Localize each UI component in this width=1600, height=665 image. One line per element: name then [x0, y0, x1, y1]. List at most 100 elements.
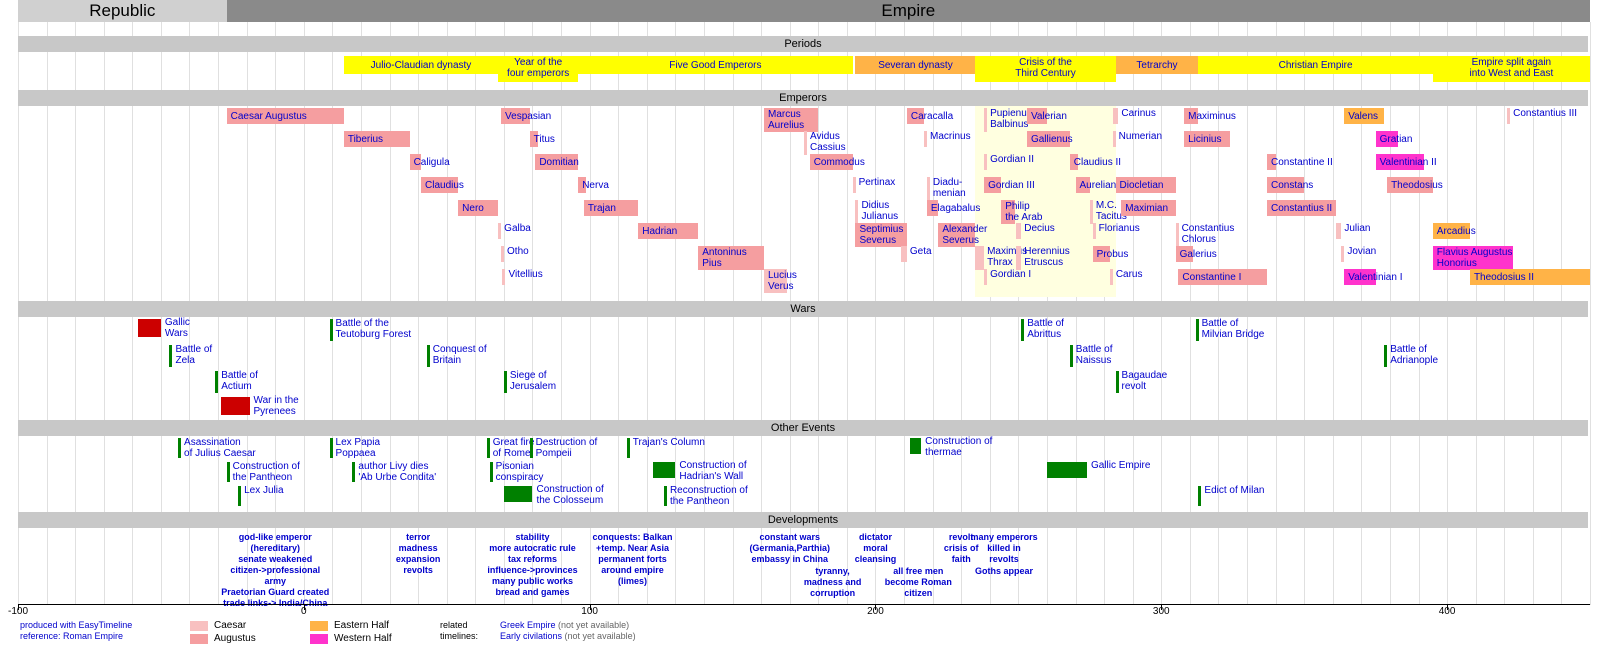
emperor-bar[interactable] — [855, 200, 858, 224]
emperor-bar[interactable]: Elagabalus — [927, 200, 938, 216]
emperor-bar[interactable] — [1507, 108, 1510, 124]
emperor-bar[interactable]: Maximinus — [1184, 108, 1198, 124]
event-label[interactable]: Destruction ofPompeii — [536, 437, 598, 459]
emperor-label[interactable]: Numerian — [1119, 131, 1162, 142]
emperor-bar[interactable]: Valerian — [1027, 108, 1047, 124]
emperor-bar[interactable] — [1093, 223, 1096, 239]
emperor-bar[interactable] — [1110, 269, 1113, 285]
emperor-bar[interactable] — [1016, 223, 1022, 239]
emperor-bar[interactable]: Flavius AugustusHonorius — [1433, 246, 1513, 270]
emperor-label[interactable]: Vitellius — [508, 269, 542, 280]
emperor-bar[interactable]: AlexanderSeverus — [938, 223, 975, 247]
event-label[interactable]: author Livy dies'Ab Urbe Condita' — [358, 461, 436, 483]
emperor-bar[interactable]: Arcadius — [1433, 223, 1470, 239]
event-box[interactable] — [1047, 462, 1087, 478]
war-box[interactable] — [138, 319, 161, 337]
emperor-label[interactable]: Galba — [504, 223, 531, 234]
emperor-bar[interactable] — [927, 177, 930, 201]
emperor-bar[interactable]: Nero — [458, 200, 498, 216]
emperor-bar[interactable]: Constantine I — [1178, 269, 1267, 285]
event-label[interactable]: Construction ofthermae — [925, 436, 992, 458]
related-link[interactable]: Greek Empire (not yet available) — [500, 620, 636, 631]
event-label[interactable]: Lex Julia — [244, 485, 283, 496]
emperor-bar[interactable]: Aurelian — [1076, 177, 1090, 193]
emperor-bar[interactable] — [1336, 223, 1342, 239]
emperor-bar[interactable] — [498, 223, 501, 239]
emperor-bar[interactable] — [502, 269, 505, 285]
period-bar[interactable]: Julio-Claudian dynasty — [344, 56, 498, 74]
war-label[interactable]: War in thePyrenees — [254, 395, 299, 417]
emperor-bar[interactable] — [1113, 108, 1119, 124]
emperor-bar[interactable] — [1090, 200, 1093, 224]
emperor-bar[interactable]: Claudius II — [1070, 154, 1078, 170]
emperor-bar[interactable]: Theodosius II — [1470, 269, 1590, 285]
emperor-bar[interactable] — [804, 131, 807, 155]
emperor-bar[interactable]: Commodus — [810, 154, 853, 170]
emperor-bar[interactable] — [1176, 223, 1179, 247]
emperor-bar[interactable]: Philipthe Arab — [1001, 200, 1015, 224]
emperor-bar[interactable]: Constans — [1267, 177, 1304, 193]
emperor-bar[interactable]: Galerius — [1176, 246, 1193, 262]
emperor-label[interactable]: DidiusJulianus — [861, 200, 898, 222]
emperor-label[interactable]: PupienusBalbinus — [990, 108, 1032, 130]
event-box[interactable] — [910, 438, 921, 454]
emperor-bar[interactable]: Valentinian I — [1344, 269, 1375, 285]
emperor-bar[interactable]: Gallienus — [1027, 131, 1070, 147]
event-label[interactable]: Gallic Empire — [1091, 460, 1150, 471]
emperor-bar[interactable]: Tiberius — [344, 131, 410, 147]
emperor-bar[interactable] — [853, 177, 856, 193]
emperor-bar[interactable] — [984, 269, 987, 285]
emperor-label[interactable]: Macrinus — [930, 131, 971, 142]
emperor-bar[interactable]: Valentinian II — [1376, 154, 1425, 170]
emperor-label[interactable]: Constantius III — [1513, 108, 1577, 119]
emperor-label[interactable]: Diadu-menian — [933, 177, 966, 199]
war-label[interactable]: Bagaudaerevolt — [1122, 370, 1168, 392]
emperor-label[interactable]: Carus — [1116, 269, 1143, 280]
event-label[interactable]: Great fireof Rome — [493, 437, 535, 459]
emperor-bar[interactable]: Licinius — [1184, 131, 1230, 147]
emperor-bar[interactable]: Gratian — [1376, 131, 1399, 147]
related-link[interactable]: Early civilations (not yet available) — [500, 631, 636, 642]
war-box[interactable] — [221, 397, 250, 415]
period-bar[interactable]: Tetrarchy — [1116, 56, 1199, 74]
emperor-bar[interactable]: Caracalla — [907, 108, 924, 124]
emperor-bar[interactable]: Probus — [1093, 246, 1110, 262]
event-label[interactable]: Pisonianconspiracy — [496, 461, 544, 483]
event-label[interactable]: Trajan's Column — [633, 437, 705, 448]
event-label[interactable]: Construction ofthe Pantheon — [233, 461, 300, 483]
emperor-label[interactable]: Carinus — [1121, 108, 1155, 119]
emperor-bar[interactable]: Domitian — [535, 154, 578, 170]
event-label[interactable]: Reconstruction ofthe Pantheon — [670, 485, 748, 507]
emperor-label[interactable]: Julian — [1344, 223, 1370, 234]
emperor-bar[interactable]: Claudius — [421, 177, 458, 193]
emperor-label[interactable]: HerenniusEtruscus — [1024, 246, 1070, 268]
emperor-bar[interactable]: Vespasian — [501, 108, 530, 124]
war-label[interactable]: Conquest ofBritain — [433, 344, 487, 366]
emperor-bar[interactable]: Nerva — [578, 177, 586, 193]
emperor-bar[interactable]: AntoninusPius — [698, 246, 764, 270]
emperor-bar[interactable] — [984, 154, 987, 170]
emperor-bar[interactable]: Valens — [1344, 108, 1384, 124]
event-label[interactable]: Lex PapiaPoppaea — [336, 437, 380, 459]
emperor-bar[interactable]: Hadrian — [638, 223, 698, 239]
war-label[interactable]: Battle ofMilvian Bridge — [1202, 318, 1265, 340]
emperor-bar[interactable] — [901, 246, 907, 262]
emperor-label[interactable]: Otho — [507, 246, 529, 257]
emperor-bar[interactable] — [984, 108, 987, 132]
emperor-bar[interactable]: MarcusAurelius — [764, 108, 818, 132]
emperor-bar[interactable]: Gordian III — [984, 177, 1001, 193]
emperor-bar[interactable] — [501, 246, 504, 262]
period-bar[interactable]: Year of thefour emperors — [498, 56, 578, 82]
emperor-label[interactable]: Pertinax — [859, 177, 896, 188]
period-bar[interactable]: Empire split againinto West and East — [1433, 56, 1590, 82]
emperor-bar[interactable]: Caligula — [410, 154, 421, 170]
event-label[interactable]: Construction ofthe Colosseum — [536, 484, 603, 506]
period-bar[interactable]: Five Good Emperors — [578, 56, 852, 74]
event-label[interactable]: Construction ofHadrian's Wall — [679, 460, 746, 482]
war-label[interactable]: Battle of theTeutoburg Forest — [336, 318, 412, 340]
period-bar[interactable]: Christian Empire — [1198, 56, 1432, 74]
emperor-bar[interactable]: SeptimiusSeverus — [855, 223, 906, 247]
emperor-bar[interactable]: Titus — [530, 131, 538, 147]
emperor-label[interactable]: AvidusCassius — [810, 131, 846, 153]
emperor-bar[interactable]: LuciusVerus — [764, 269, 787, 293]
